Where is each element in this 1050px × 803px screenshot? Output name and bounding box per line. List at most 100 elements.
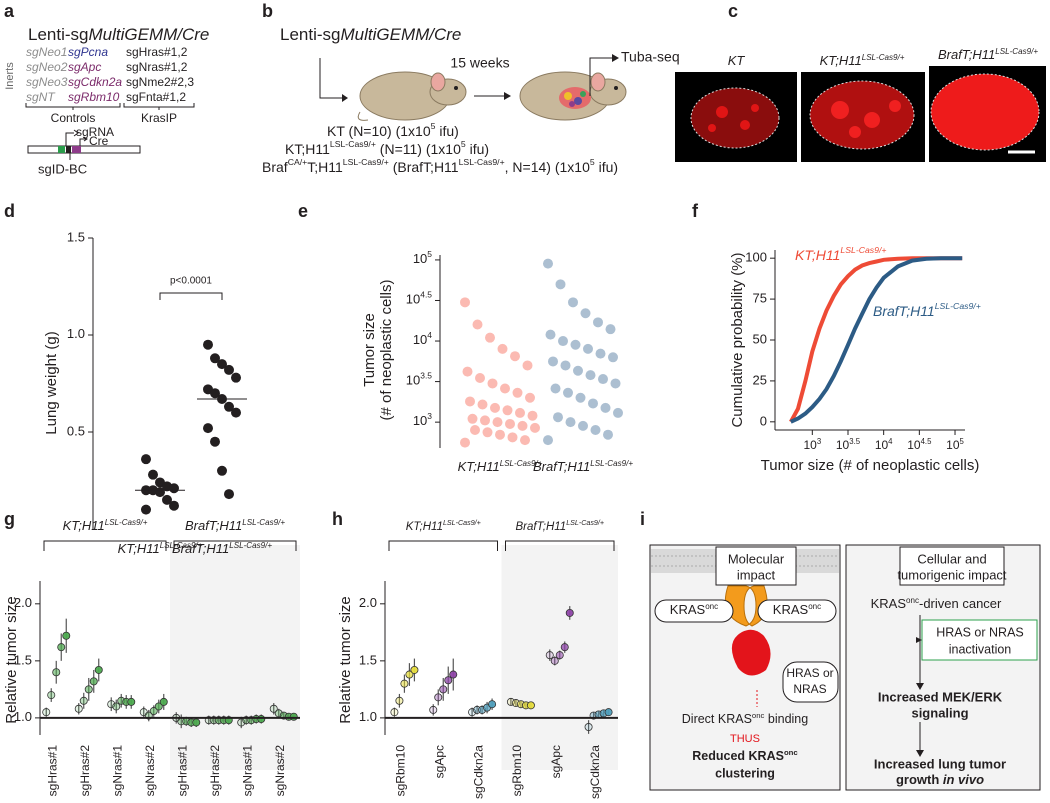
text: 10 (907, 438, 921, 452)
superscript: onc (784, 748, 798, 757)
point (507, 432, 518, 443)
point (613, 407, 623, 418)
superscript: LSL-Cas9/+ (343, 157, 389, 167)
text: KT;H11 (458, 459, 500, 474)
point (560, 643, 569, 652)
vector-title: Lenti-sgMultiGEMM/Cre (28, 25, 209, 44)
box-header: tumorigenic impact (897, 567, 1006, 582)
panel-label: i (640, 509, 645, 529)
text: ifu) (435, 123, 458, 139)
text: KT;H11 (118, 541, 160, 556)
point (472, 319, 483, 330)
tick-label: 0 (760, 413, 767, 428)
point (141, 454, 151, 465)
text: BrafT;H11 (533, 459, 590, 474)
point (487, 378, 498, 389)
construct-label: Cre (89, 134, 109, 148)
point (62, 631, 71, 640)
text: ( (389, 159, 398, 175)
point (595, 348, 606, 359)
point (224, 401, 234, 412)
point (224, 364, 234, 375)
axis-title: Tumor size (# of neoplastic cells) (761, 457, 980, 474)
superscript: LSL-Cas9/+ (566, 519, 604, 527)
result: clustering (715, 766, 775, 780)
text: KT;H11 (820, 53, 862, 68)
point (224, 489, 234, 500)
group-label: BrafT;H11LSL-Cas9/+ (515, 519, 604, 533)
construct-label: sgRNA (76, 125, 114, 139)
superscript: 5 (461, 139, 466, 149)
guide: sgCdkn2a (68, 75, 122, 89)
text: ifu) (595, 159, 618, 175)
tick-label: 103 (803, 437, 821, 453)
point (583, 343, 593, 354)
text: BrafT;H11 (397, 159, 458, 175)
construct-label: sgID-BC (38, 161, 87, 176)
point (560, 360, 571, 371)
superscript: CA/+ (288, 157, 308, 167)
text: 10 (413, 251, 427, 266)
point (395, 696, 404, 705)
point (585, 370, 596, 381)
point (563, 387, 573, 398)
tick-label: 2.0 (359, 595, 377, 610)
text: (1x10 (426, 141, 461, 157)
point (510, 351, 520, 362)
point (210, 388, 220, 399)
superscript: LSL-Cas9/+ (242, 518, 285, 527)
side-label: Inerts (4, 62, 16, 90)
x-tick-label: BrafT;H11LSL-Cas9/+ (533, 459, 633, 475)
guide: sgNeo3 (26, 75, 68, 89)
point (210, 353, 220, 364)
group-label: BrafT;H11LSL-Cas9/+ (185, 518, 285, 534)
guide: sgNeo1 (26, 45, 67, 59)
point (555, 279, 566, 290)
image-label: KT (728, 53, 746, 68)
text: 1.0 (14, 709, 32, 724)
point (444, 676, 453, 685)
x-tick-label: sgApc (549, 745, 563, 778)
superscript: 4 (427, 330, 432, 340)
superscript: LSL-Cas9/+ (105, 518, 148, 527)
point (575, 392, 586, 403)
text: KT (327, 123, 345, 139)
axis-title: Relative tumor size (3, 596, 20, 724)
point (269, 704, 278, 713)
cohort: KT (N=10) (1x105 ifu) (327, 121, 459, 138)
superscript: onc (906, 596, 919, 605)
text: 1.0 (359, 709, 377, 724)
superscript: 3.5 (420, 371, 432, 381)
superscript: 4.5 (420, 290, 432, 300)
model-schematic (649, 544, 1041, 791)
point (558, 336, 568, 347)
axis-title: Cumulative probability (%) (729, 252, 746, 427)
point (550, 383, 561, 394)
axis-title: Tumor size (361, 313, 378, 387)
superscript: onc (705, 602, 718, 611)
superscript: 4.5 (921, 437, 933, 446)
panel-label: f (692, 201, 699, 221)
axis-title: Relative tumor size (337, 596, 354, 724)
point (390, 708, 399, 717)
point (600, 402, 611, 413)
text: MultiGEMM/Cre (340, 25, 461, 44)
text: BrafT;H11 (938, 47, 995, 62)
point (84, 685, 93, 694)
x-tick-label: sgHras#2 (78, 745, 92, 797)
point (550, 656, 559, 665)
tick-label: 104 (875, 437, 893, 453)
bracket (173, 540, 297, 551)
point (500, 383, 510, 394)
point (593, 317, 603, 328)
point (488, 700, 497, 709)
text: 1.0 (67, 326, 85, 341)
point (565, 608, 574, 617)
text: growth (896, 772, 943, 787)
text: 2.0 (14, 595, 32, 610)
point (588, 398, 598, 409)
panel-label: d (4, 201, 15, 221)
text: 10 (946, 438, 960, 452)
x-tick-label: sgHras#1 (175, 745, 189, 797)
